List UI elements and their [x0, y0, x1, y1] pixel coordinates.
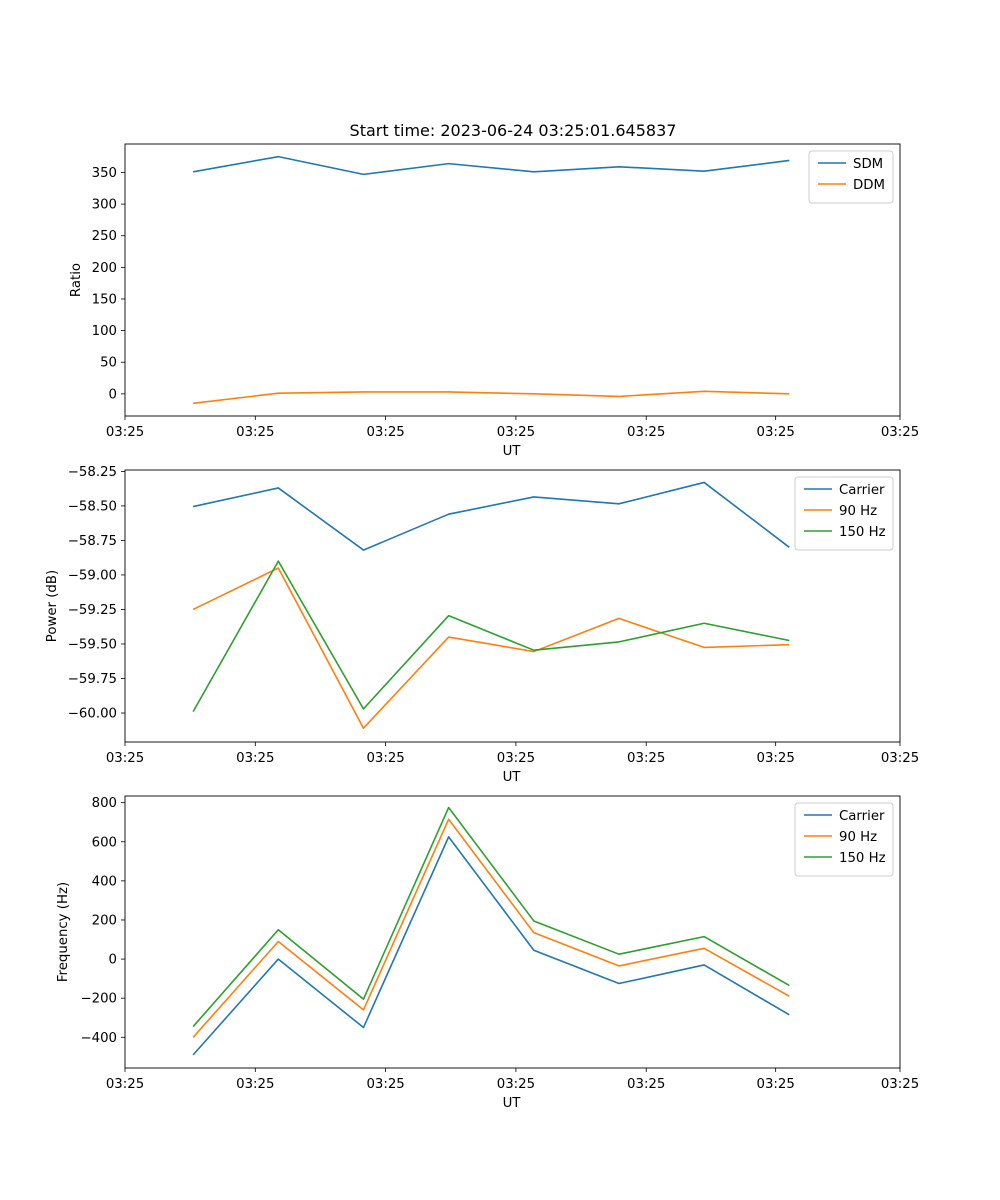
y-tick-label: −58.75: [68, 534, 117, 549]
x-axis-label: UT: [503, 444, 522, 459]
x-tick-label: 03:25: [497, 425, 535, 440]
series-line-ddm: [193, 390, 790, 405]
figure-title: Start time: 2023-06-24 03:25:01.645837: [350, 121, 677, 140]
x-tick-label: 03:25: [756, 1077, 794, 1092]
legend-label-90-hz: 90 Hz: [839, 830, 877, 845]
y-axis-label: Ratio: [69, 263, 84, 297]
axes-frame: [124, 469, 901, 743]
x-tick-label: 03:25: [881, 425, 919, 440]
legend-label-90-hz: 90 Hz: [839, 504, 877, 519]
y-tick-label: −200: [80, 992, 117, 1007]
series-line-150-hz: [192, 806, 790, 1028]
axes-frame: [124, 795, 901, 1069]
y-tick-label: 350: [92, 166, 117, 181]
x-tick-label: 03:25: [366, 1077, 404, 1092]
y-tick-label: −59.00: [68, 568, 117, 583]
y-tick-label: −58.25: [68, 465, 117, 480]
series-line-carrier: [192, 481, 790, 551]
legend-label-150-hz: 150 Hz: [839, 525, 886, 540]
x-tick-label: 03:25: [881, 1077, 919, 1092]
y-tick-label: 200: [92, 261, 117, 276]
y-tick-label: 200: [92, 913, 117, 928]
subplot-3: −400 −200 0 200 400 600 800 03:25 03:25 03:25 03:2…: [56, 795, 919, 1111]
series-line-carrier: [192, 836, 790, 1056]
series-line-90-hz: [192, 567, 790, 729]
y-tick-label: 400: [92, 874, 117, 889]
legend-label-sdm: SDM: [853, 157, 883, 172]
series-line-150-hz: [192, 560, 790, 713]
x-axis-label: UT: [503, 1096, 522, 1111]
series-line-90-hz: [192, 818, 790, 1038]
y-tick-label: 100: [92, 324, 117, 339]
legend-label-150-hz: 150 Hz: [839, 851, 886, 866]
x-tick-label: 03:25: [497, 751, 535, 766]
y-axis-label: Frequency (Hz): [56, 882, 71, 982]
y-axis-label: Power (dB): [45, 570, 60, 642]
x-tick-label: 03:25: [497, 1077, 535, 1092]
y-tick-label: 800: [92, 796, 117, 811]
x-tick-label: 03:25: [756, 425, 794, 440]
axes-frame: [124, 143, 901, 417]
y-tick-label: 50: [100, 356, 117, 371]
y-tick-label: 0: [109, 953, 117, 968]
x-tick-label: 03:25: [627, 425, 665, 440]
y-tick-label: −59.50: [68, 637, 117, 652]
subplot-2: −60.00 −59.75 −59.50 −59.25 −59.00 −58.75 −58.…: [45, 465, 919, 785]
series-line-sdm: [192, 155, 790, 176]
x-tick-label: 03:25: [756, 751, 794, 766]
y-tick-label: −60.00: [68, 707, 117, 722]
y-tick-label: 250: [92, 229, 117, 244]
x-tick-label: 03:25: [236, 425, 274, 440]
y-tick-label: −58.50: [68, 499, 117, 514]
x-tick-label: 03:25: [366, 425, 404, 440]
subplots: 0 50 100 150 200 250 300 350 03:25 03:25 03:25 03:2…: [45, 143, 919, 1111]
y-tick-label: −400: [80, 1031, 117, 1046]
x-tick-label: 03:25: [106, 1077, 144, 1092]
x-tick-label: 03:25: [366, 751, 404, 766]
x-tick-label: 03:25: [236, 1077, 274, 1092]
x-tick-label: 03:25: [627, 1077, 665, 1092]
legend-label-carrier: Carrier: [839, 809, 885, 824]
y-tick-label: −59.75: [68, 672, 117, 687]
subplot-1: 0 50 100 150 200 250 300 350 03:25 03:25 03:25 03:2…: [69, 143, 919, 459]
y-tick-label: 600: [92, 835, 117, 850]
x-tick-label: 03:25: [236, 751, 274, 766]
legend-label-ddm: DDM: [853, 178, 885, 193]
x-axis-label: UT: [503, 770, 522, 785]
legend-box: [808, 150, 894, 204]
legend-label-carrier: Carrier: [839, 483, 885, 498]
y-tick-label: −59.25: [68, 603, 117, 618]
y-tick-label: 0: [109, 387, 117, 402]
y-tick-label: 300: [92, 198, 117, 213]
x-tick-label: 03:25: [106, 425, 144, 440]
x-tick-label: 03:25: [106, 751, 144, 766]
x-tick-label: 03:25: [881, 751, 919, 766]
x-tick-label: 03:25: [627, 751, 665, 766]
y-tick-label: 150: [92, 292, 117, 307]
